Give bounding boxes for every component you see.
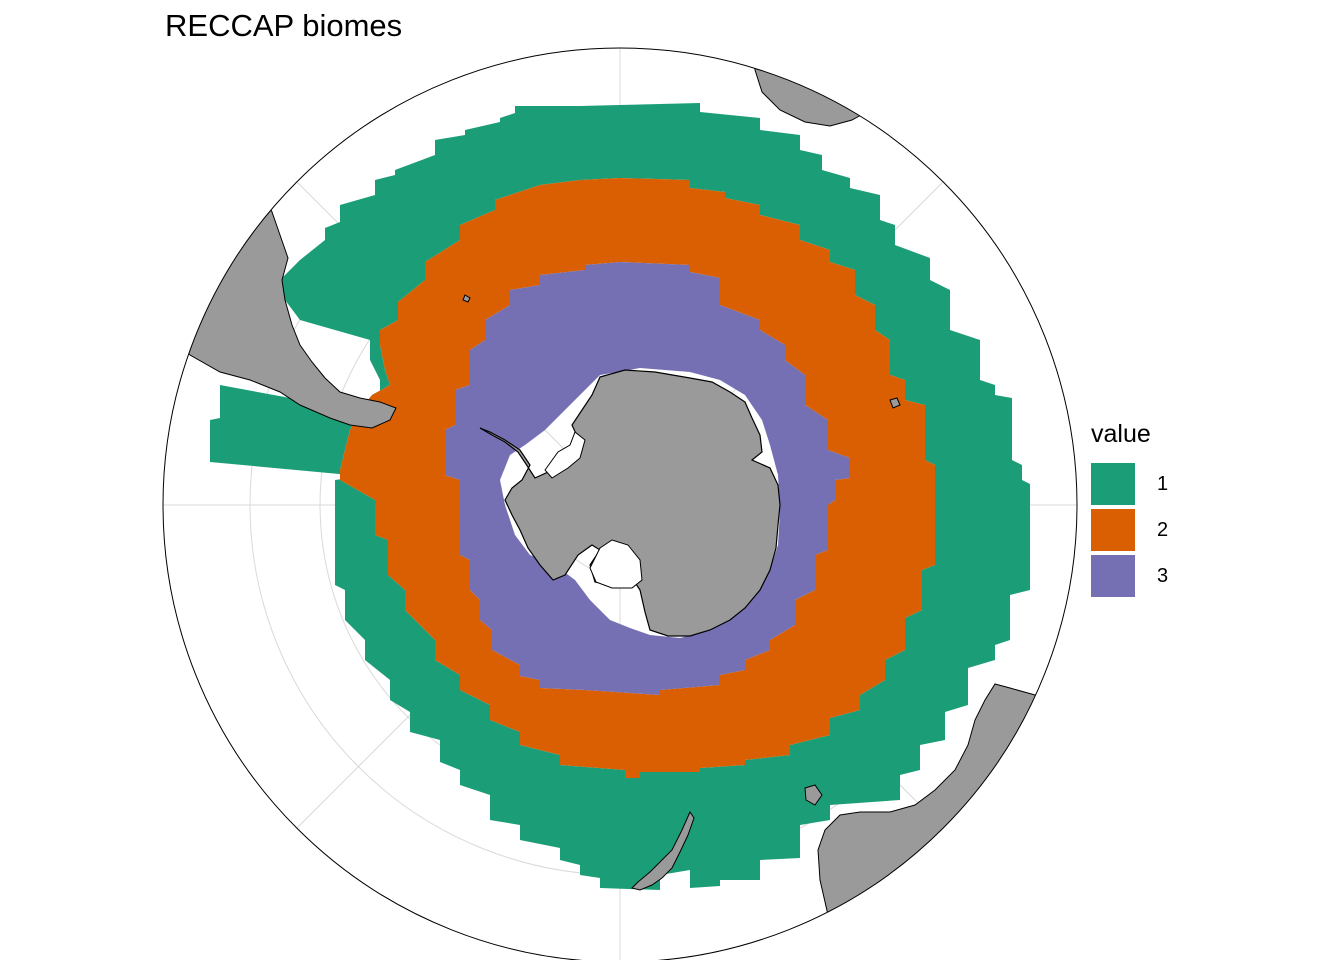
biome-2-region xyxy=(340,178,935,778)
legend-key-1 xyxy=(1091,463,1135,505)
legend-label-2: 2 xyxy=(1157,518,1169,541)
south-georgia-island xyxy=(462,294,471,303)
new-zealand-landmass xyxy=(631,810,695,891)
tasmania-island xyxy=(804,784,823,806)
ross-ice-shelf xyxy=(589,539,643,589)
legend-label-3: 3 xyxy=(1157,564,1169,587)
legend-item-1: 1 xyxy=(1091,461,1168,507)
biome-3-region xyxy=(445,262,850,695)
map-border xyxy=(162,47,1078,960)
map-content xyxy=(163,48,1077,960)
australia-landmass xyxy=(754,48,871,127)
legend-item-3: 3 xyxy=(1091,553,1168,599)
legend-item-2: 2 xyxy=(1091,507,1168,553)
kerguelen-island xyxy=(889,397,901,409)
map-title: RECCAP biomes xyxy=(165,8,403,43)
biome-1-region xyxy=(210,103,1030,890)
weddell-ice-shelf xyxy=(544,431,586,479)
legend-key-3 xyxy=(1091,555,1135,597)
legend-title: value xyxy=(1091,420,1151,448)
legend-key-2 xyxy=(1091,509,1135,551)
legend-label-1: 1 xyxy=(1157,472,1169,495)
legend: value 1 2 3 xyxy=(1091,420,1168,599)
